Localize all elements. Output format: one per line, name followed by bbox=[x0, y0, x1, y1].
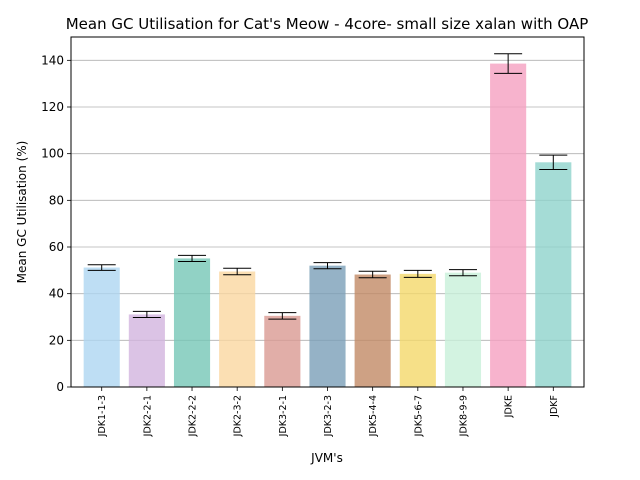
bar-jdk2-2-2 bbox=[173, 258, 211, 387]
y-tick-label: 120 bbox=[41, 100, 64, 114]
bar-jdkf bbox=[535, 162, 572, 387]
y-tick-label: 140 bbox=[41, 53, 64, 67]
bar-jdk3-2-1 bbox=[264, 315, 301, 387]
y-tick-label: 40 bbox=[49, 287, 64, 301]
bar-jdk3-2-3 bbox=[309, 265, 346, 387]
x-tick-label: JDK2-2-1 bbox=[142, 395, 153, 437]
x-axis-label: JVM's bbox=[310, 451, 343, 465]
bar-jdk1-1-3 bbox=[83, 267, 120, 387]
x-tick-label: JDK2-3-2 bbox=[233, 395, 244, 437]
y-tick-label: 20 bbox=[49, 333, 64, 347]
x-tick-label: JDK1-1-3 bbox=[97, 395, 108, 437]
chart-title: Mean GC Utilisation for Cat's Meow - 4co… bbox=[66, 15, 589, 33]
bar-jdke bbox=[490, 63, 527, 387]
x-tick-label: JDKF bbox=[549, 395, 560, 418]
bar-jdk5-6-7 bbox=[399, 273, 436, 387]
y-tick-label: 100 bbox=[41, 147, 64, 161]
x-axis-ticks: JDK1-1-3 JDK2-2-1 JDK2-2-2 JDK2-3-2 JDK3-2-1… bbox=[97, 387, 560, 437]
bar-jdk2-2-1 bbox=[128, 314, 165, 387]
x-tick-label: JDK5-4-4 bbox=[368, 395, 379, 437]
bar-jdk8-9-9 bbox=[444, 272, 482, 387]
y-tick-label: 60 bbox=[49, 240, 64, 254]
bars bbox=[83, 63, 572, 387]
x-tick-label: JDK8-9-9 bbox=[458, 395, 469, 437]
bar-jdk5-4-4 bbox=[354, 274, 391, 387]
bar-jdk2-3-2 bbox=[219, 271, 256, 387]
x-tick-label: JDK5-6-7 bbox=[413, 395, 424, 437]
x-tick-label: JDK3-2-3 bbox=[323, 395, 334, 437]
y-tick-label: 0 bbox=[56, 380, 64, 394]
x-tick-label: JDK3-2-1 bbox=[278, 395, 289, 437]
y-tick-label: 80 bbox=[49, 193, 64, 207]
x-tick-label: JDKE bbox=[504, 395, 515, 418]
y-axis-label: Mean GC Utilisation (%) bbox=[15, 141, 29, 284]
x-tick-label: JDK2-2-2 bbox=[188, 395, 199, 437]
error-bars bbox=[87, 53, 568, 320]
y-axis-ticks: 0 20 40 60 80 100 120 140 bbox=[41, 53, 71, 394]
